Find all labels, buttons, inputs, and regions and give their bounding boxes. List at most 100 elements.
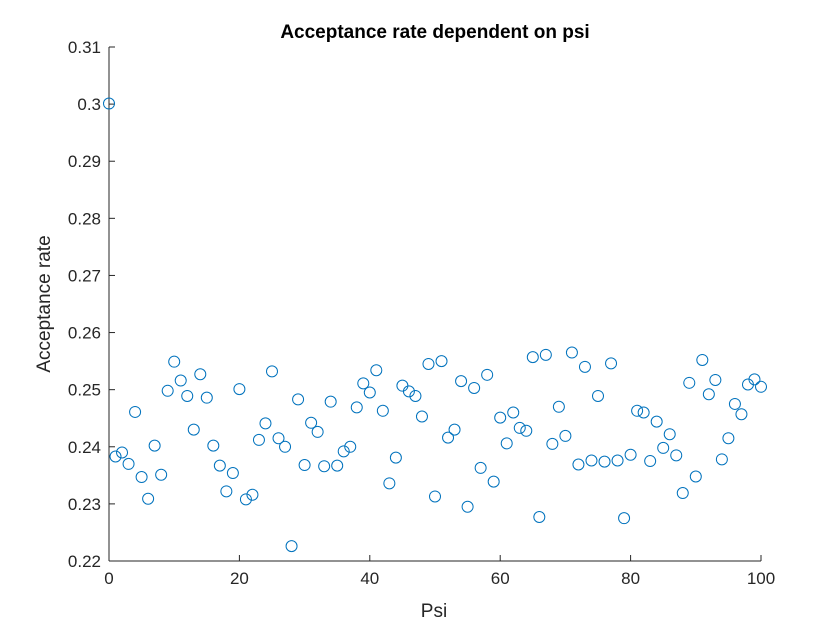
x-tick-label: 40 <box>360 569 379 588</box>
x-axis-label: Psi <box>421 601 447 622</box>
x-tick-label: 100 <box>747 569 775 588</box>
data-point <box>448 423 461 436</box>
data-point <box>109 450 122 463</box>
data-point <box>259 417 272 430</box>
data-point <box>592 389 604 402</box>
data-point <box>722 432 735 445</box>
data-point <box>748 373 761 386</box>
data-point <box>461 500 474 513</box>
data-point <box>311 425 324 438</box>
data-point <box>252 433 265 446</box>
y-tick-label: 0.29 <box>68 152 101 171</box>
data-point <box>507 406 520 419</box>
data-point <box>181 389 194 402</box>
data-point <box>142 492 155 505</box>
data-point <box>370 364 383 377</box>
data-point <box>715 453 728 466</box>
data-point <box>663 428 676 441</box>
data-point <box>207 439 220 452</box>
data-point <box>728 397 741 410</box>
data-point <box>266 365 278 378</box>
data-point <box>148 439 161 452</box>
data-point <box>194 368 207 381</box>
x-tick-label: 60 <box>491 569 510 588</box>
data-point <box>272 432 285 445</box>
data-point <box>533 511 546 524</box>
y-tick-label: 0.24 <box>68 438 101 457</box>
data-point <box>572 458 585 471</box>
data-point <box>331 459 344 472</box>
data-point <box>487 475 500 488</box>
data-point <box>350 401 363 414</box>
data-point <box>585 454 598 467</box>
data-point <box>552 400 565 413</box>
data-point <box>220 485 233 498</box>
data-point <box>468 381 481 394</box>
y-tick-label: 0.26 <box>68 324 101 343</box>
data-point <box>676 487 689 500</box>
data-point <box>226 467 239 480</box>
y-tick-label: 0.23 <box>68 495 101 514</box>
data-point <box>624 448 637 461</box>
data-point <box>670 449 683 462</box>
data-point <box>129 405 142 418</box>
data-point <box>239 493 252 506</box>
data-point <box>755 380 767 393</box>
data-point <box>213 459 226 472</box>
data-point <box>305 416 318 429</box>
data-point <box>337 445 350 458</box>
data-point <box>292 393 305 406</box>
data-point <box>644 455 657 468</box>
data-point <box>402 385 415 398</box>
data-point <box>324 395 337 408</box>
data-point <box>618 512 631 525</box>
data-point <box>481 368 494 381</box>
data-point <box>650 415 663 428</box>
data-point <box>344 440 357 453</box>
data-point <box>187 423 200 436</box>
data-point <box>363 386 376 399</box>
data-point <box>155 468 168 481</box>
data-point <box>285 540 298 553</box>
data-point <box>233 383 246 396</box>
data-point <box>539 348 552 361</box>
data-point <box>116 446 129 459</box>
x-tick-label: 80 <box>621 569 640 588</box>
data-point <box>598 455 611 468</box>
data-point <box>409 389 422 402</box>
data-point <box>565 346 578 359</box>
data-point <box>474 461 487 474</box>
data-point <box>500 437 513 450</box>
data-point <box>376 404 389 417</box>
data-point <box>605 357 618 370</box>
data-point <box>513 421 526 434</box>
data-point <box>161 384 174 397</box>
data-point <box>298 459 311 472</box>
data-point <box>657 441 670 454</box>
y-tick-label: 0.3 <box>77 95 101 114</box>
data-point <box>429 490 441 503</box>
data-point <box>389 451 402 464</box>
data-point <box>520 424 533 437</box>
y-axis-label: Acceptance rate <box>34 235 55 372</box>
data-point <box>246 488 259 501</box>
data-point <box>200 391 213 404</box>
x-tick-label: 20 <box>230 569 249 588</box>
data-point <box>494 411 507 424</box>
data-point <box>357 377 370 390</box>
data-point <box>422 357 435 370</box>
axes: 0 20 40 60 80 100 0.22 0.23 0.24 0.25 0.26 0.27 0.28… <box>68 38 775 588</box>
data-point <box>435 355 448 368</box>
data-point <box>135 471 148 484</box>
data-point <box>168 355 181 368</box>
data-point <box>526 351 539 364</box>
data-point <box>279 440 292 453</box>
data-point <box>735 408 748 421</box>
data-point <box>383 477 396 490</box>
data-point <box>637 406 650 419</box>
y-tick-label: 0.28 <box>68 209 101 228</box>
data-point <box>103 97 115 110</box>
y-tick-label: 0.27 <box>68 266 101 285</box>
